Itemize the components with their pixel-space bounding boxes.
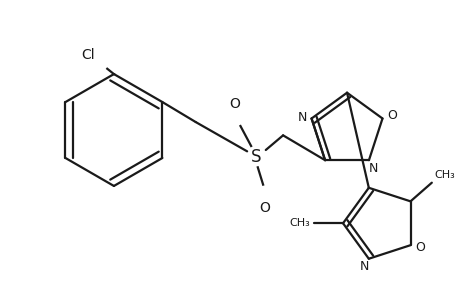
Text: N: N [368, 162, 377, 175]
Text: S: S [251, 148, 261, 166]
Text: N: N [297, 111, 306, 124]
Text: O: O [386, 109, 396, 122]
Text: CH₃: CH₃ [434, 170, 454, 180]
Text: O: O [229, 98, 240, 111]
Text: O: O [258, 201, 269, 214]
Text: CH₃: CH₃ [288, 218, 309, 228]
Text: O: O [414, 242, 424, 254]
Text: N: N [359, 260, 369, 273]
Text: Cl: Cl [81, 48, 95, 62]
